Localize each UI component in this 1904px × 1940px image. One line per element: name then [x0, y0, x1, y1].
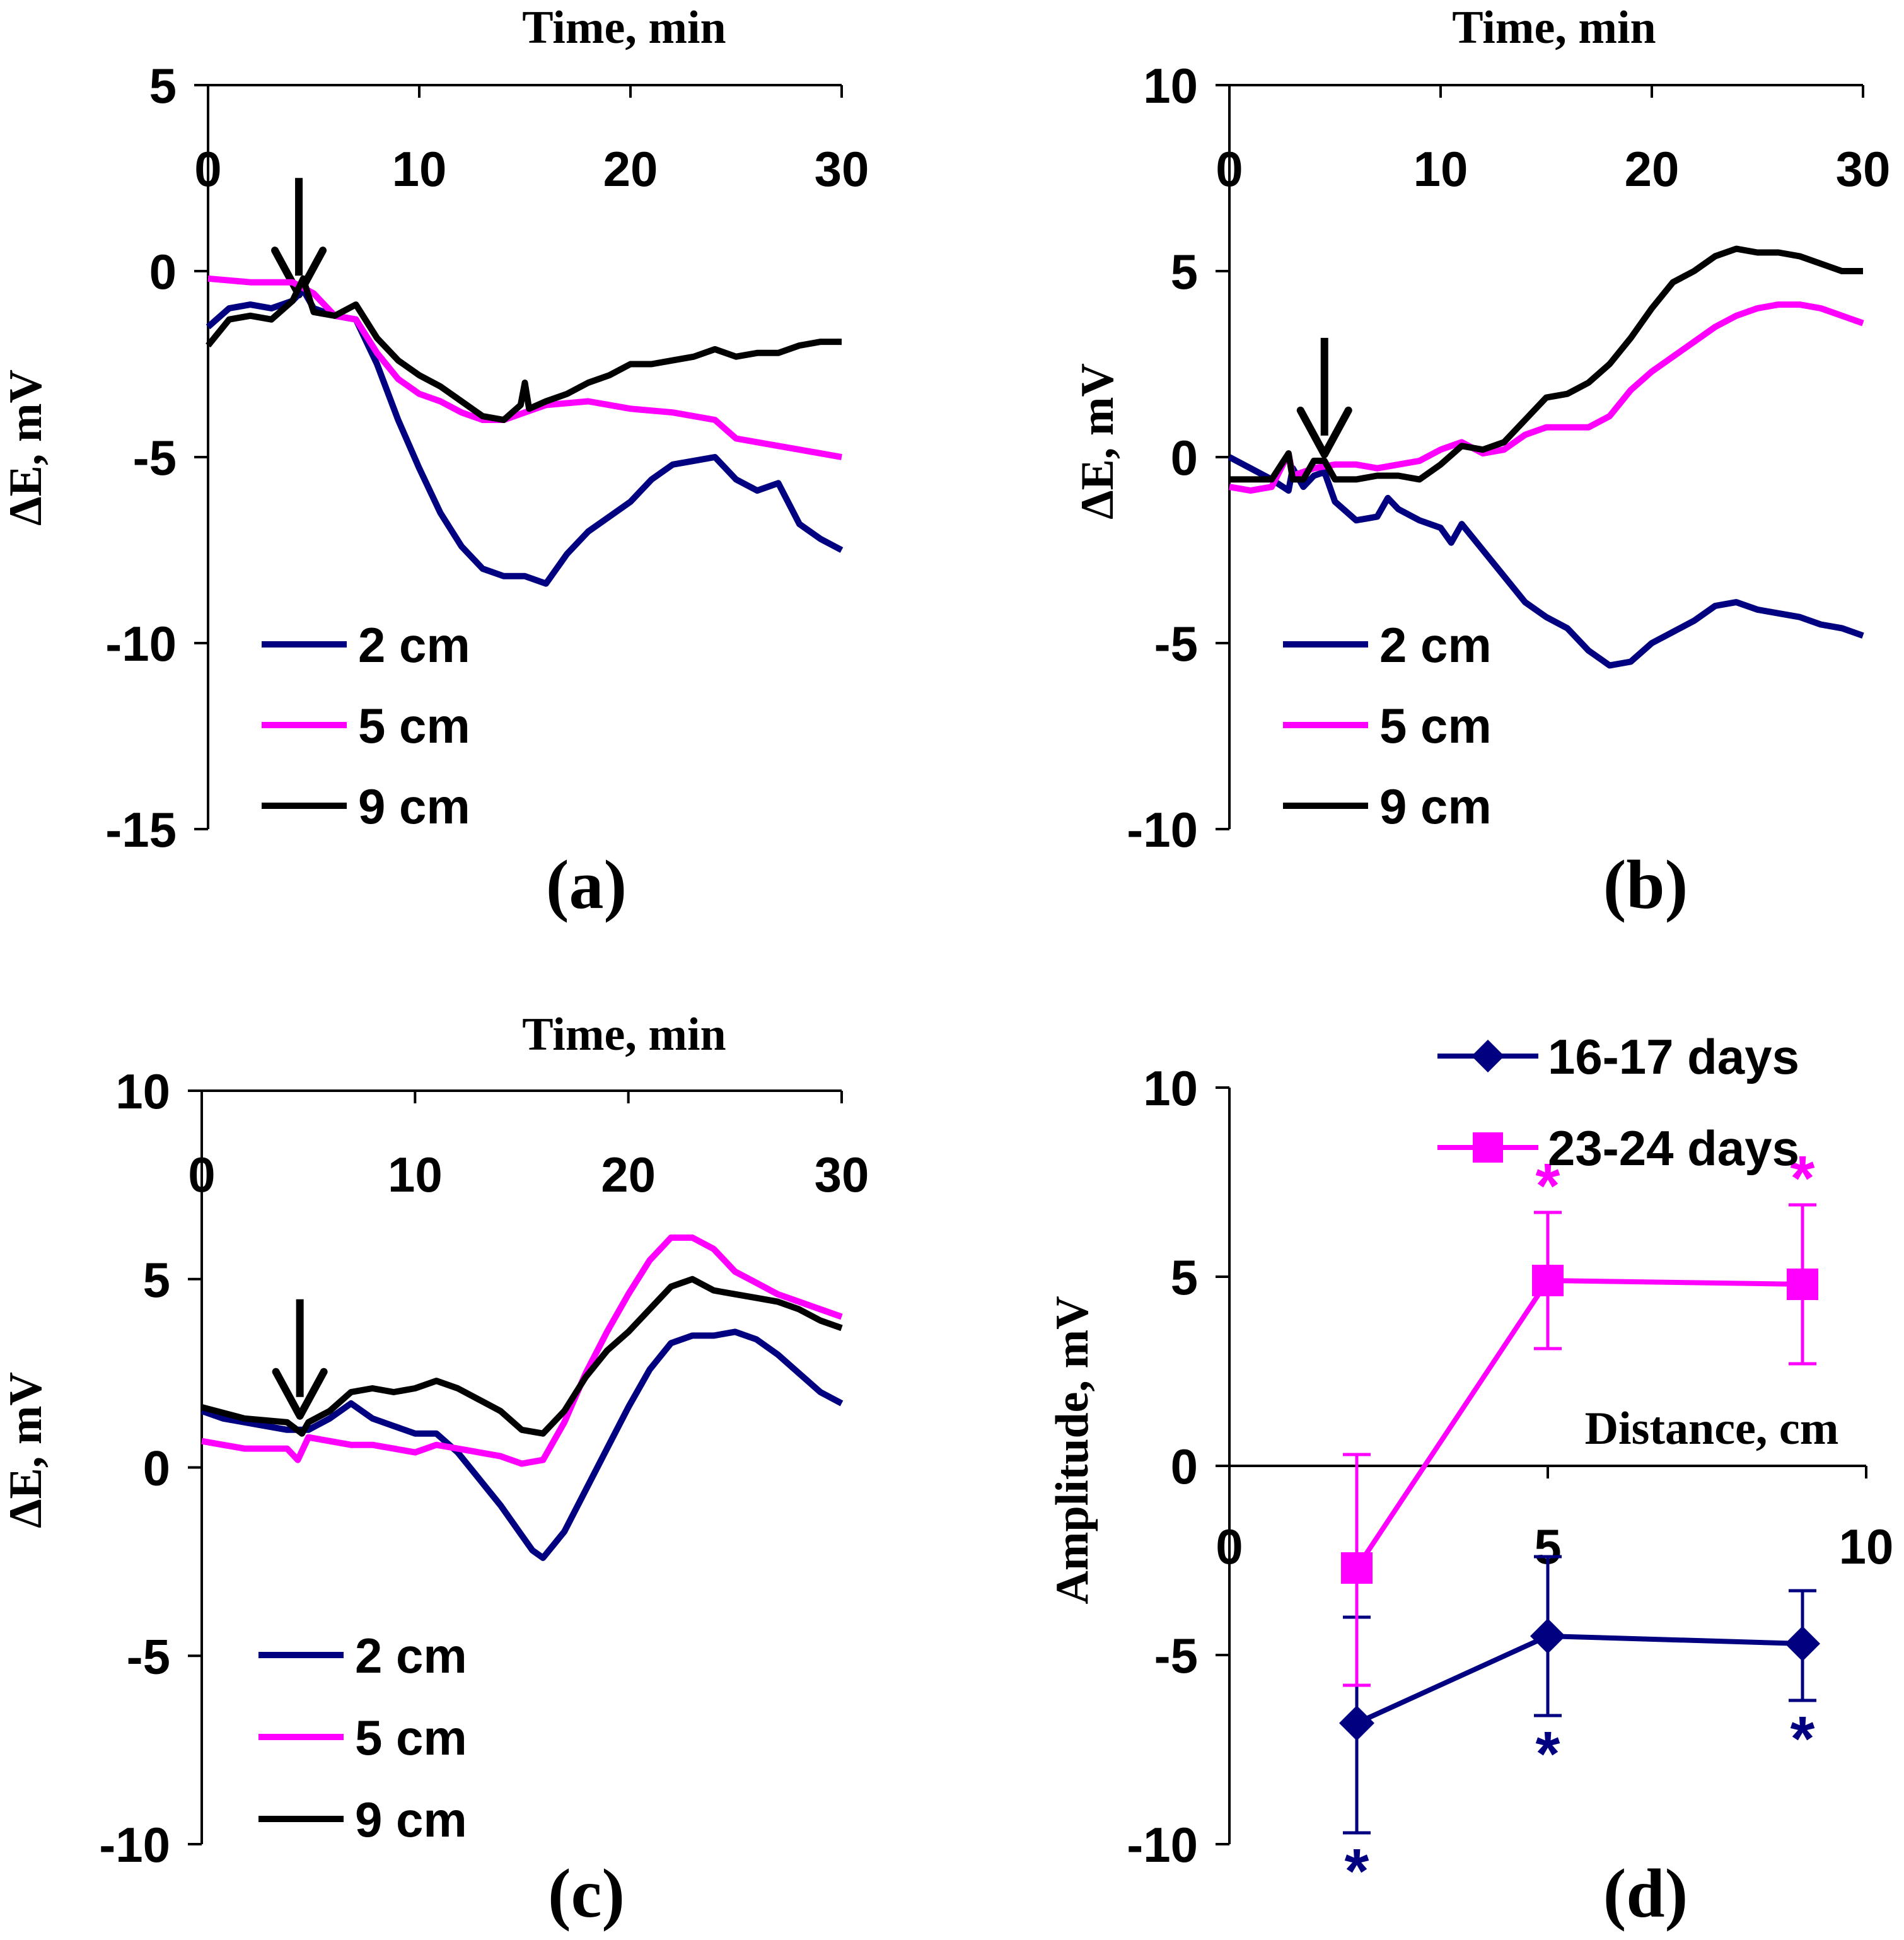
panel-label: (a)	[546, 846, 627, 923]
x-tick-label: 10	[1839, 1519, 1894, 1574]
panel-label: (d)	[1603, 1855, 1688, 1932]
y-tick-label: -5	[127, 1629, 170, 1684]
x-tick-label: 20	[603, 141, 658, 197]
y-tick-label: -10	[99, 1817, 170, 1873]
legend-label: 2 cm	[358, 617, 470, 673]
significance-marker: *	[1536, 1151, 1560, 1221]
x-tick-label: 30	[815, 141, 869, 197]
x-tick-label: 30	[1836, 141, 1891, 197]
y-tick-label: -10	[105, 616, 177, 671]
significance-marker: *	[1345, 1836, 1369, 1907]
data-point-diamond	[1339, 1705, 1374, 1741]
x-axis-title: Time, min	[522, 1009, 726, 1060]
legend-label: 2 cm	[355, 1628, 467, 1683]
y-axis-title: ΔE, mV	[0, 369, 52, 526]
y-axis-title: ΔE, mV	[0, 1372, 52, 1528]
y-axis-title: Amplitude, mV	[1047, 1296, 1098, 1604]
series-line-5-cm	[201, 1234, 843, 1467]
y-tick-label: 0	[1171, 1439, 1198, 1494]
data-point-square	[1341, 1552, 1373, 1584]
data-point-square	[1532, 1265, 1564, 1296]
event-arrow-head	[1296, 406, 1352, 458]
significance-marker: *	[1791, 1704, 1815, 1774]
panel-label: (c)	[548, 1855, 625, 1932]
legend-label: 9 cm	[1379, 779, 1492, 834]
x-tick-label: 10	[388, 1147, 443, 1202]
legend-label: 2 cm	[1379, 617, 1492, 673]
x-axis-title: Time, min	[1452, 2, 1656, 54]
y-tick-label: 0	[1171, 430, 1198, 485]
y-tick-label: 0	[149, 244, 177, 299]
x-axis-title: Time, min	[522, 2, 726, 54]
data-point-diamond	[1530, 1618, 1565, 1654]
x-tick-label: 0	[194, 141, 221, 197]
x-tick-label: 20	[601, 1147, 656, 1202]
y-tick-label: -10	[1127, 802, 1198, 857]
y-tick-label: 5	[149, 58, 177, 113]
significance-marker: *	[1536, 1719, 1560, 1789]
x-tick-label: 0	[188, 1147, 215, 1202]
y-tick-label: 0	[143, 1441, 170, 1496]
legend-marker-square	[1473, 1132, 1503, 1163]
y-tick-label: 5	[1171, 244, 1198, 299]
x-tick-label: 20	[1625, 141, 1680, 197]
significance-marker: *	[1791, 1143, 1815, 1214]
y-tick-label: 10	[1143, 58, 1198, 113]
y-tick-label: -5	[1154, 1628, 1198, 1683]
x-tick-label: 30	[815, 1147, 869, 1202]
legend-label: 16-17 days	[1548, 1029, 1799, 1084]
y-tick-label: 5	[1171, 1250, 1198, 1305]
y-tick-label: 10	[1143, 1060, 1198, 1116]
legend-label: 9 cm	[355, 1792, 467, 1847]
series-line-9-cm	[200, 1275, 843, 1437]
data-point-diamond	[1785, 1626, 1820, 1661]
x-tick-label: 10	[392, 141, 447, 197]
legend-label: 23-24 days	[1548, 1120, 1799, 1176]
legend-label: 9 cm	[358, 779, 470, 834]
series-line-5-cm	[207, 275, 842, 460]
y-tick-label: -5	[133, 430, 177, 485]
event-arrow-head	[272, 1368, 328, 1420]
series-line-2-cm	[200, 1328, 844, 1561]
y-axis-title: ΔE, mV	[1072, 363, 1123, 520]
legend-label: 5 cm	[355, 1710, 467, 1765]
legend-marker-diamond	[1472, 1040, 1504, 1072]
series-line-5-cm	[1229, 301, 1864, 494]
y-tick-label: -15	[105, 802, 177, 857]
legend-label: 5 cm	[1379, 698, 1492, 753]
series-line-9-cm	[1229, 245, 1863, 483]
y-tick-label: -5	[1154, 616, 1198, 671]
x-tick-label: 0	[1216, 141, 1243, 197]
y-tick-label: 5	[143, 1252, 170, 1308]
x-axis-title: Distance, cm	[1585, 1403, 1839, 1455]
x-tick-label: 0	[1216, 1519, 1243, 1574]
series-line-9-cm	[206, 275, 842, 423]
y-tick-label: 10	[115, 1064, 170, 1119]
data-point-square	[1787, 1269, 1818, 1300]
legend-label: 5 cm	[358, 698, 470, 753]
panel-label: (b)	[1603, 846, 1688, 923]
x-tick-label: 10	[1413, 141, 1468, 197]
series-line-2-cm	[1228, 454, 1864, 669]
y-tick-label: -10	[1127, 1817, 1198, 1873]
